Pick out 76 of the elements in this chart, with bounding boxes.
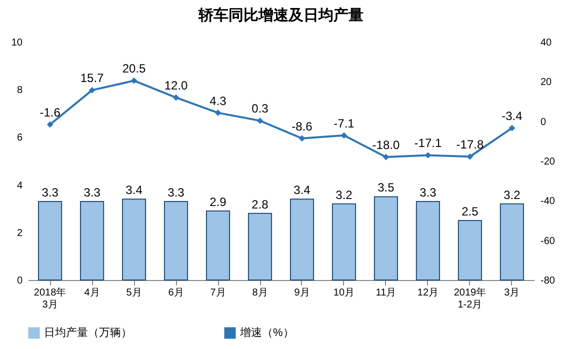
x-tick-label: 3月 [504, 288, 520, 298]
bar [164, 200, 188, 280]
bar [500, 203, 524, 280]
point [298, 135, 306, 142]
point [46, 121, 54, 128]
bar [248, 212, 272, 280]
x-tick-label: 4月 [84, 288, 100, 298]
bar [122, 198, 146, 280]
data-label: 0.3 [252, 102, 269, 116]
data-label: -17.1 [414, 136, 442, 150]
data-label: -8.6 [292, 119, 313, 134]
point [340, 132, 348, 139]
x-tick-label: 7月 [210, 288, 226, 298]
legend-label: 增速（%） [239, 326, 294, 339]
point [382, 154, 390, 160]
data-label: 3.4 [126, 183, 143, 198]
data-label: 2.8 [252, 197, 269, 212]
x-tick-label: 6月 [168, 288, 184, 298]
data-label: 3.3 [84, 185, 101, 200]
data-label: 15.7 [80, 71, 104, 86]
y-tick-label: 4 [16, 180, 23, 192]
y-tick-label: 10 [11, 38, 23, 48]
bar [458, 220, 482, 280]
chart-title: 轿车同比增速及日均产量 [198, 6, 364, 24]
point [508, 124, 516, 132]
data-label: -18.0 [372, 138, 400, 152]
data-label: -7.1 [334, 116, 355, 130]
bar [206, 210, 230, 280]
bar [374, 196, 398, 280]
point [214, 110, 222, 116]
x-tick-label: 2018年 3月 [34, 286, 66, 310]
data-label: 3.2 [504, 188, 521, 202]
bar [416, 200, 440, 280]
x-tick-label: 9月 [294, 288, 310, 298]
point [172, 94, 180, 101]
bar [80, 200, 104, 280]
data-label: -17.8 [456, 138, 484, 152]
point [466, 153, 474, 160]
bar [38, 200, 62, 280]
x-tick-label: 2019年 1-2月 [454, 286, 486, 310]
data-label: 3.3 [168, 185, 185, 200]
x-tick-label: 12月 [417, 288, 439, 298]
x-tick-label: 10月 [333, 288, 355, 298]
data-label: 2.5 [462, 204, 479, 218]
point [88, 87, 96, 94]
bar [290, 198, 314, 280]
data-label: 3.2 [336, 188, 353, 202]
data-label: 20.5 [122, 62, 146, 76]
data-label: 3.4 [294, 183, 311, 198]
point [424, 152, 432, 158]
y-tick-label: 2 [16, 228, 23, 239]
y-tick-label: 6 [16, 132, 23, 144]
y2-tick-label: -20 [540, 156, 556, 168]
y2-tick-label: -60 [540, 236, 556, 247]
y-tick-label: 8 [16, 85, 23, 96]
y2-tick-label: 20 [540, 77, 552, 88]
legend-label: 日均产量（万辆） [44, 326, 132, 339]
data-label: -1.6 [40, 106, 61, 120]
point [130, 78, 138, 84]
bar [332, 203, 356, 280]
data-label: 12.0 [164, 78, 188, 93]
data-label: 3.3 [420, 185, 437, 200]
y2-tick-label: -80 [540, 276, 556, 286]
y2-tick-label: 0 [540, 116, 546, 128]
data-label: 2.9 [210, 194, 227, 209]
data-label: -3.4 [502, 109, 523, 124]
x-tick-label: 11月 [376, 288, 396, 298]
data-label: 3.3 [42, 185, 59, 200]
x-tick-label: 5月 [126, 288, 142, 298]
data-label: 4.3 [210, 94, 227, 108]
x-tick-label: 8月 [252, 288, 268, 298]
y-tick-label: 0 [16, 276, 23, 286]
data-label: 3.5 [378, 180, 395, 195]
point [256, 118, 264, 124]
y2-tick-label: -40 [540, 196, 556, 208]
y2-tick-label: 40 [540, 38, 552, 48]
